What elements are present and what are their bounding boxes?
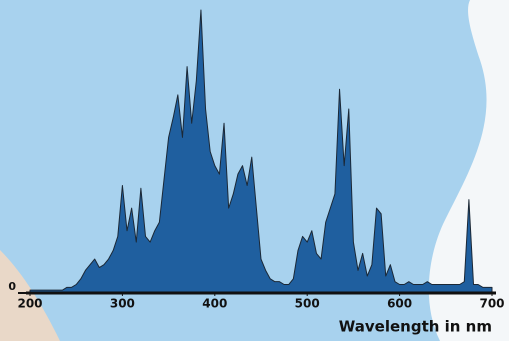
x-tick-label: 700 — [479, 297, 504, 311]
spectrum-area — [29, 9, 493, 294]
background-shape — [428, 0, 509, 341]
x-axis-label: Wavelength in nm — [339, 318, 492, 336]
x-tick-label: 300 — [110, 297, 135, 311]
x-tick-label: 200 — [17, 297, 42, 311]
x-tick-label: 400 — [202, 297, 227, 311]
x-tick-label: 600 — [387, 297, 412, 311]
x-tick-label: 500 — [295, 297, 320, 311]
y-tick-label: 0 — [8, 280, 16, 293]
